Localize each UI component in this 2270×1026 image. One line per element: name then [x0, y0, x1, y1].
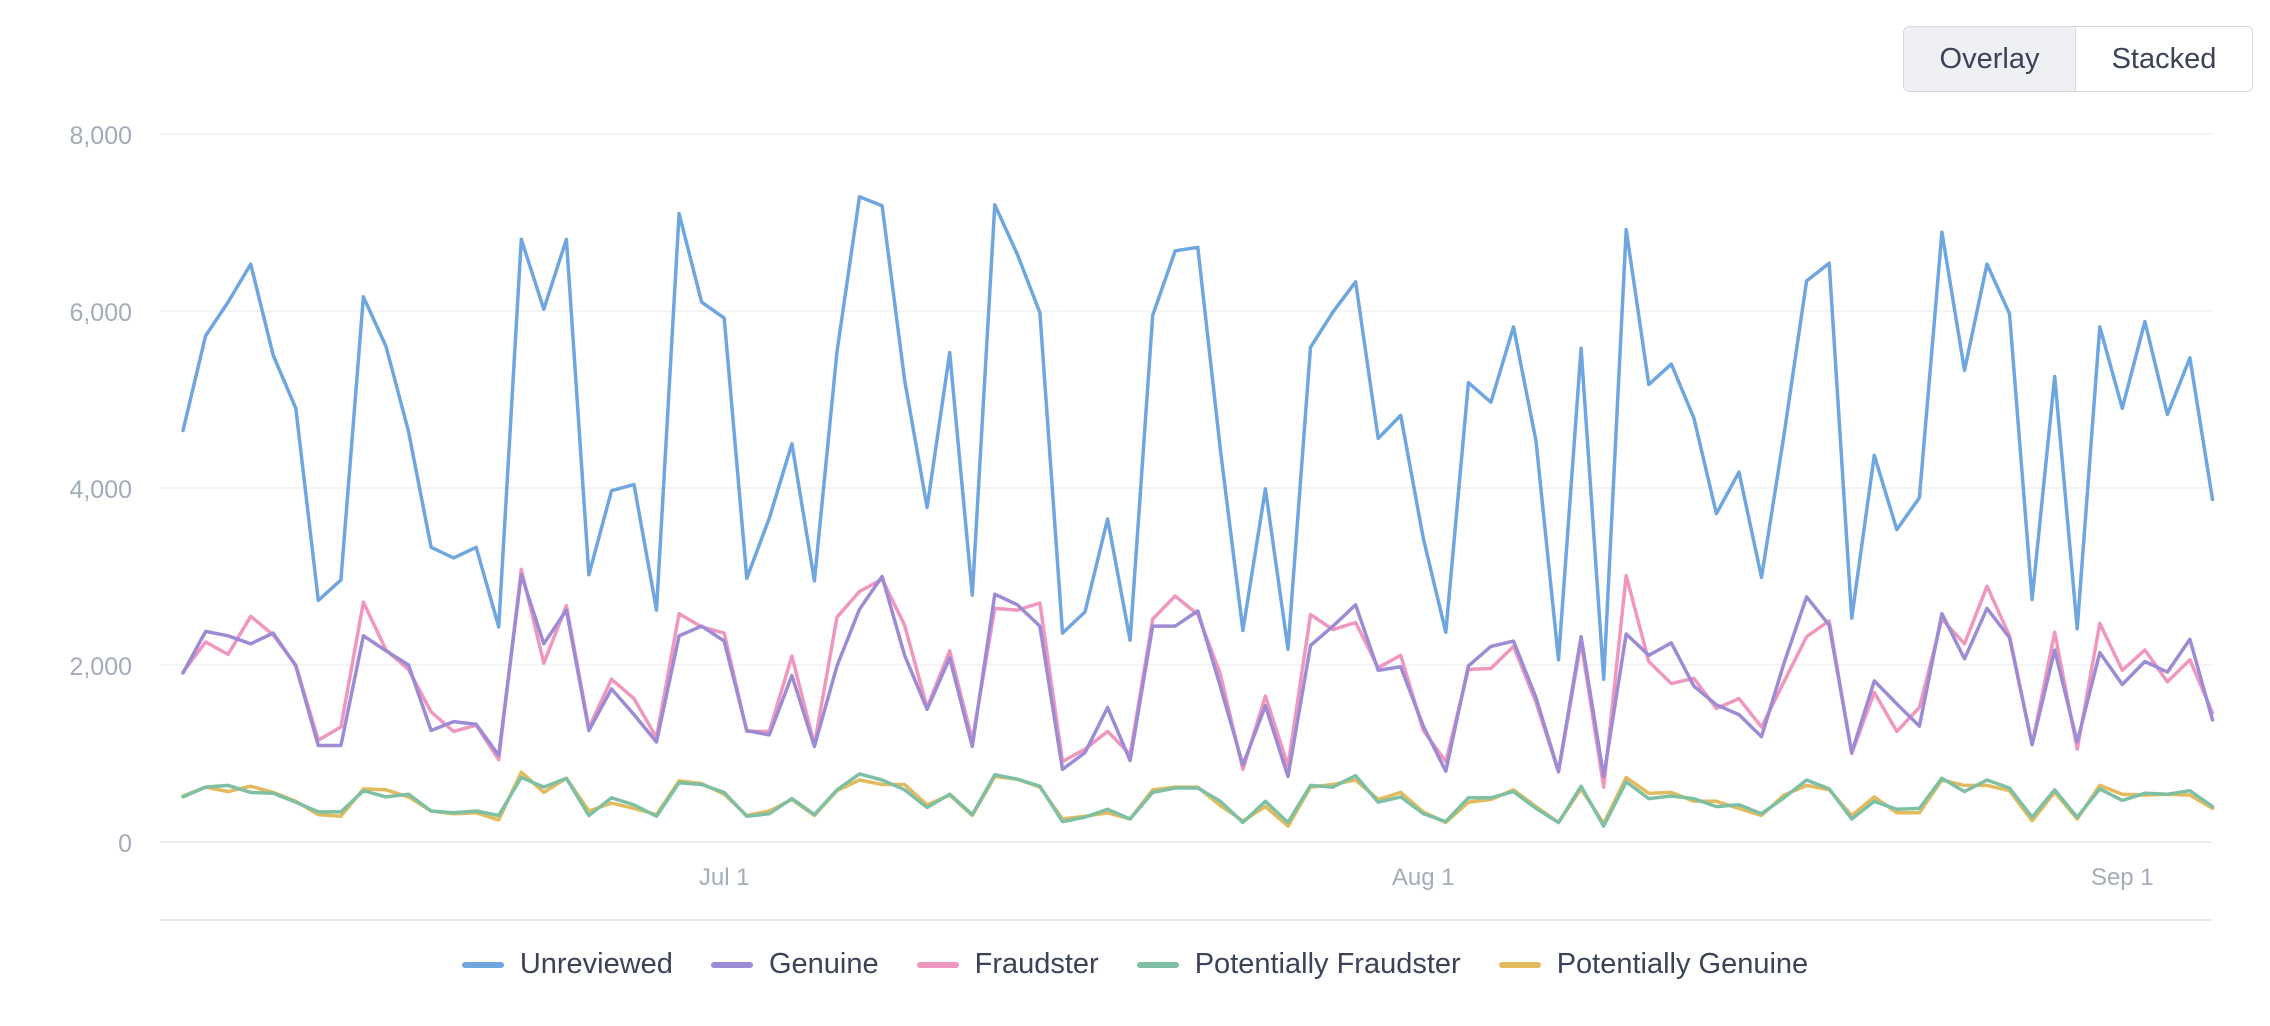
x-tick-label: Jul 1 [699, 864, 750, 891]
chart-mode-toggle: Overlay Stacked [1903, 26, 2253, 92]
legend-item[interactable]: Potentially Fraudster [1136, 948, 1461, 981]
y-tick-label: 2,000 [69, 653, 132, 681]
y-tick-label: 4,000 [69, 476, 132, 504]
legend-swatch [1136, 961, 1179, 968]
legend-item[interactable]: Unreviewed [461, 948, 673, 981]
series-line-genuine [181, 572, 2215, 779]
line-chart: 0 2,000 4,000 6,000 8,000 Jul 1 Aug 1 Sep 1 [69, 122, 2215, 921]
legend-swatch [461, 961, 504, 968]
series-line-potentially-fraudster [181, 772, 2215, 828]
legend-label: Unreviewed [519, 948, 673, 980]
legend-swatch [710, 961, 753, 968]
legend-swatch [1498, 961, 1541, 968]
y-tick-label: 0 [118, 830, 132, 858]
series-line-potentially-genuine [181, 770, 2215, 828]
legend-item[interactable]: Fraudster [916, 948, 1099, 981]
legend-label: Potentially Fraudster [1194, 948, 1461, 980]
stacked-button[interactable]: Stacked [2076, 27, 2252, 91]
legend-label: Potentially Genuine [1556, 948, 1809, 980]
x-tick-label: Sep 1 [2091, 864, 2154, 891]
overlay-button[interactable]: Overlay [1904, 27, 2076, 91]
chart-legend: Unreviewed Genuine Fraudster Potentially Fr… [0, 948, 2270, 981]
y-tick-label: 8,000 [69, 122, 132, 150]
y-tick-label: 6,000 [69, 299, 132, 327]
legend-label: Fraudster [974, 948, 1099, 980]
x-tick-label: Aug 1 [1392, 864, 1455, 891]
legend-item[interactable]: Genuine [710, 948, 879, 981]
legend-swatch [916, 961, 959, 968]
legend-item[interactable]: Potentially Genuine [1498, 948, 1809, 981]
series-line-unreviewed [181, 195, 2215, 681]
legend-label: Genuine [768, 948, 879, 980]
series-line-fraudster [181, 567, 2215, 789]
